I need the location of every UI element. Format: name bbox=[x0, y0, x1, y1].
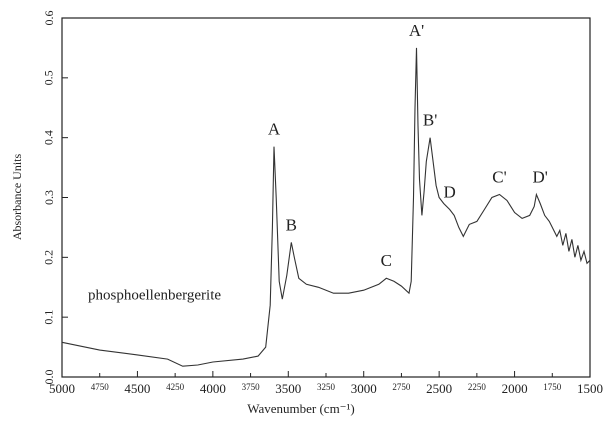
y-tick-label: 0.4 bbox=[42, 130, 56, 145]
x-tick-label: 4750 bbox=[91, 382, 110, 392]
spectrum-line bbox=[61, 47, 591, 367]
peak-label: B' bbox=[423, 111, 437, 130]
series-label: phosphoellenbergerite bbox=[88, 287, 221, 303]
y-tick-label: 0.6 bbox=[42, 11, 56, 26]
x-tick-label: 3750 bbox=[242, 382, 261, 392]
y-tick-label: 0.1 bbox=[42, 310, 56, 325]
peak-label: C' bbox=[492, 167, 506, 186]
x-tick-label: 1750 bbox=[543, 382, 562, 392]
x-axis-label: Wavenumber (cm⁻¹) bbox=[247, 401, 355, 416]
x-tick-label: 4500 bbox=[124, 381, 150, 396]
x-tick-label: 1500 bbox=[577, 381, 603, 396]
x-tick-label: 2500 bbox=[426, 381, 452, 396]
y-axis-label: Absorbance Units bbox=[10, 154, 24, 241]
x-tick-label: 3000 bbox=[351, 381, 377, 396]
peak-label: B bbox=[286, 215, 297, 234]
y-tick-label: 0.2 bbox=[42, 250, 56, 265]
y-tick-label: 0.0 bbox=[42, 370, 56, 385]
peak-label: A' bbox=[409, 21, 424, 40]
x-tick-label: 2000 bbox=[502, 381, 528, 396]
plot-frame bbox=[61, 17, 591, 378]
x-tick-label: 3250 bbox=[317, 382, 336, 392]
peak-label: D' bbox=[533, 167, 548, 186]
peak-label: A bbox=[268, 120, 281, 139]
y-tick-label: 0.5 bbox=[42, 70, 56, 85]
x-tick-label: 2750 bbox=[392, 382, 411, 392]
x-tick-label: 4250 bbox=[166, 382, 185, 392]
peak-label: C bbox=[381, 251, 392, 270]
x-tick-label: 4000 bbox=[200, 381, 226, 396]
x-tick-label: 5000 bbox=[49, 381, 75, 396]
y-tick-label: 0.3 bbox=[42, 190, 56, 205]
peak-label: D bbox=[444, 182, 456, 201]
x-tick-label: 2250 bbox=[468, 382, 487, 392]
x-tick-label: 3500 bbox=[275, 381, 301, 396]
